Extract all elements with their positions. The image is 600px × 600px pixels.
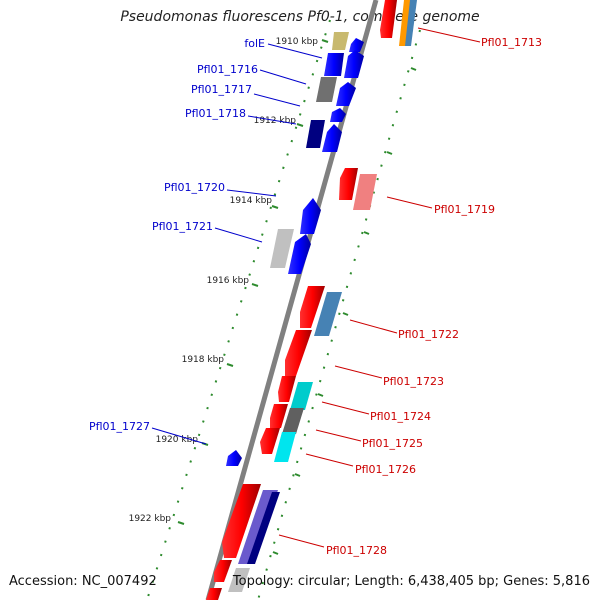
label-pfl01-1728[interactable]: Pfl01_1728 [326, 544, 387, 557]
label-pfl01-1713[interactable]: Pfl01_1713 [481, 36, 542, 49]
label-pfl01-1727[interactable]: Pfl01_1727 [89, 420, 150, 433]
gene-pfl01-1727[interactable] [226, 450, 242, 466]
tick-1916: 1916 kbp [207, 276, 259, 287]
leader-pfl01-1719 [386, 196, 433, 209]
tick-1912: 1912 kbp [254, 116, 304, 127]
gene-pfl01-1724[interactable] [278, 376, 313, 410]
gene-pfl01-1726[interactable] [260, 428, 296, 462]
leader-pfl01-1718 [247, 115, 297, 125]
gene-bottom-unlabeled[interactable] [206, 560, 250, 600]
label-pfl01-1720[interactable]: Pfl01_1720 [164, 181, 225, 194]
leader-pfl01-1726 [305, 453, 354, 467]
gene-pfl01-1722[interactable] [300, 286, 342, 336]
label-pfl01-1724[interactable]: Pfl01_1724 [370, 410, 431, 423]
right-tick-dashes [272, 67, 417, 555]
leader-pfl01-1727 [151, 427, 207, 445]
label-fole[interactable]: folE [244, 37, 265, 50]
svg-text:1914 kbp: 1914 kbp [230, 196, 273, 206]
tick-1918: 1918 kbp [182, 355, 234, 367]
gene-pfl01-1713[interactable] [380, 0, 417, 46]
label-pfl01-1717[interactable]: Pfl01_1717 [191, 83, 252, 96]
label-pfl01-1722[interactable]: Pfl01_1722 [398, 328, 459, 341]
tick-1914: 1914 kbp [230, 196, 279, 209]
leader-pfl01-1720 [226, 189, 277, 197]
leader-pfl01-1713 [417, 27, 481, 43]
svg-text:1918 kbp: 1918 kbp [182, 355, 225, 365]
label-pfl01-1719[interactable]: Pfl01_1719 [434, 203, 495, 216]
label-pfl01-1716[interactable]: Pfl01_1716 [197, 63, 258, 76]
tick-1922: 1922 kbp [129, 514, 185, 525]
tick-1910: 1910 kbp [276, 37, 329, 47]
leader-pfl01-1724 [321, 401, 370, 415]
right-dotted-guide [257, 29, 421, 600]
gene-pfl01-1718[interactable] [306, 108, 346, 152]
gene-pfl01-1717[interactable] [316, 77, 356, 106]
gene-pfl01-1725[interactable] [270, 404, 304, 434]
accession-text: Accession: NC_007492 [9, 574, 157, 589]
gene-pfl01-1720[interactable] [300, 198, 321, 234]
label-pfl01-1718[interactable]: Pfl01_1718 [185, 107, 246, 120]
label-pfl01-1725[interactable]: Pfl01_1725 [362, 437, 423, 450]
leader-pfl01-1717 [253, 93, 301, 107]
svg-text:1920 kbp: 1920 kbp [156, 435, 199, 445]
gene-fole[interactable] [332, 32, 364, 52]
gene-pfl01-1719[interactable] [339, 168, 377, 210]
leader-pfl01-1722 [349, 319, 398, 334]
leader-fole [267, 43, 323, 59]
svg-text:1916 kbp: 1916 kbp [207, 276, 250, 286]
leader-pfl01-1723 [334, 365, 383, 379]
label-pfl01-1726[interactable]: Pfl01_1726 [355, 463, 416, 476]
svg-text:1912 kbp: 1912 kbp [254, 116, 297, 126]
svg-text:1922 kbp: 1922 kbp [129, 514, 172, 524]
leader-pfl01-1725 [315, 429, 362, 442]
gene-pfl01-1716[interactable] [324, 50, 364, 78]
leader-pfl01-1716 [259, 69, 307, 85]
label-pfl01-1721[interactable]: Pfl01_1721 [152, 220, 213, 233]
gene-pfl01-1721[interactable] [270, 229, 311, 274]
gene-pfl01-1728[interactable] [222, 484, 280, 564]
leader-pfl01-1721 [214, 227, 263, 243]
leader-pfl01-1728 [278, 534, 325, 548]
gene-pfl01-1723[interactable] [285, 330, 312, 376]
svg-text:1910 kbp: 1910 kbp [276, 37, 319, 47]
label-pfl01-1723[interactable]: Pfl01_1723 [383, 375, 444, 388]
genome-summary-text: Topology: circular; Length: 6,438,405 bp… [232, 574, 590, 589]
